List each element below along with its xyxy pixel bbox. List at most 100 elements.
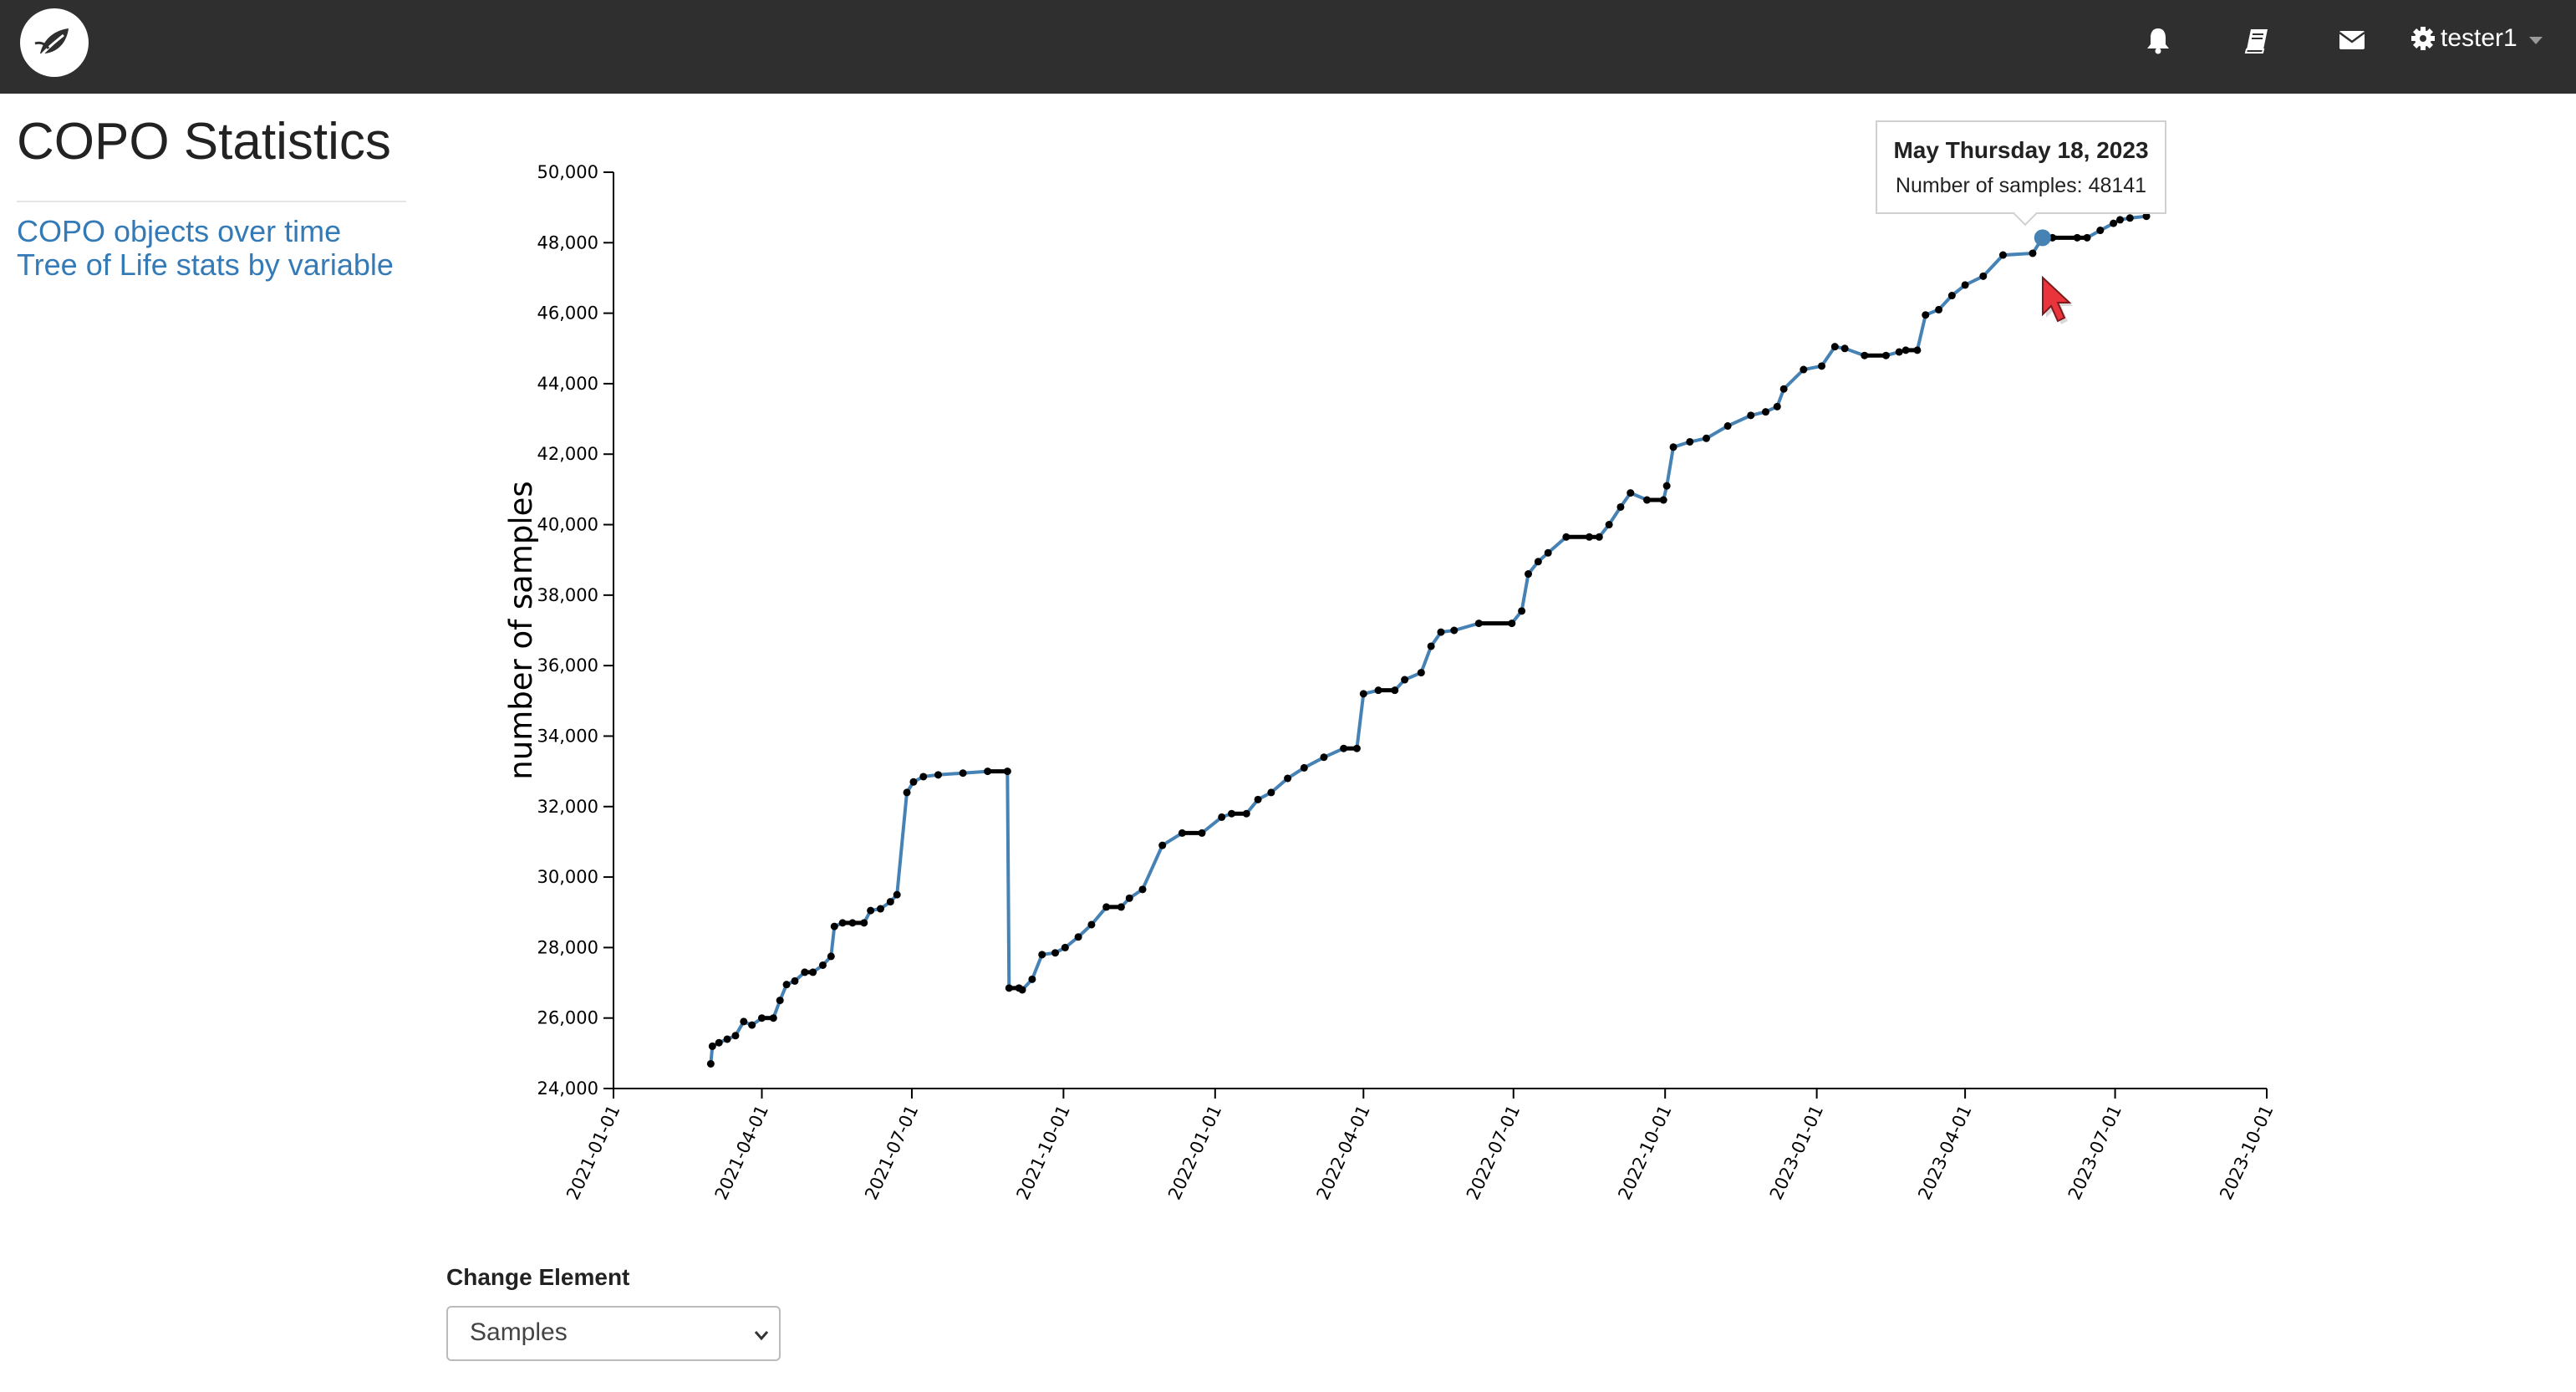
data-point bbox=[1881, 351, 1890, 359]
leaf-logo-icon[interactable] bbox=[20, 8, 89, 77]
data-point bbox=[2029, 249, 2037, 257]
y-tick-label: 34,000 bbox=[537, 726, 598, 746]
y-tick-label: 38,000 bbox=[537, 585, 598, 605]
data-point bbox=[1773, 402, 1781, 410]
data-point bbox=[715, 1038, 723, 1047]
x-tick-label: 2021-04-01 bbox=[711, 1102, 772, 1203]
y-tick-label: 50,000 bbox=[537, 162, 598, 182]
data-point bbox=[748, 1021, 756, 1029]
data-point bbox=[903, 788, 911, 797]
data-point bbox=[1659, 496, 1667, 504]
tooltip-date: May Thursday 18, 2023 bbox=[1893, 137, 2149, 163]
x-tick-label: 2021-01-01 bbox=[563, 1102, 624, 1203]
change-element-label: Change Element bbox=[446, 1264, 630, 1290]
data-point bbox=[1340, 744, 1348, 752]
data-point bbox=[1125, 894, 1133, 902]
user-menu[interactable]: tester1 bbox=[2411, 20, 2543, 57]
data-point bbox=[1267, 788, 1275, 797]
data-point bbox=[1913, 346, 1922, 354]
data-point bbox=[1605, 521, 1613, 529]
data-point bbox=[1627, 489, 1635, 497]
data-point bbox=[827, 952, 835, 961]
data-point bbox=[1074, 933, 1082, 941]
y-axis-label: number of samples bbox=[503, 481, 539, 779]
data-point bbox=[1818, 362, 1826, 370]
data-point bbox=[1669, 443, 1677, 451]
data-point bbox=[860, 919, 868, 927]
data-point bbox=[1391, 686, 1399, 695]
data-point bbox=[1779, 385, 1788, 393]
data-point bbox=[1158, 841, 1167, 849]
top-navbar: tester1 bbox=[0, 0, 2576, 94]
data-point bbox=[1018, 986, 1026, 994]
data-point bbox=[919, 772, 928, 781]
x-tick-label: 2022-04-01 bbox=[1312, 1102, 1373, 1203]
data-point bbox=[1544, 548, 1552, 557]
y-tick-label: 46,000 bbox=[537, 303, 598, 324]
data-point bbox=[1761, 408, 1769, 416]
data-point bbox=[2115, 216, 2124, 224]
data-point bbox=[801, 968, 809, 976]
data-point bbox=[1702, 434, 1710, 442]
x-tick-label: 2023-07-01 bbox=[2064, 1102, 2125, 1203]
data-point bbox=[791, 976, 799, 985]
y-tick-label: 24,000 bbox=[537, 1078, 598, 1099]
data-point bbox=[1102, 903, 1111, 911]
data-point bbox=[1218, 813, 1226, 821]
data-point bbox=[1723, 422, 1732, 431]
data-point bbox=[1427, 642, 1435, 650]
data-point bbox=[1178, 829, 1186, 837]
data-point bbox=[706, 1059, 715, 1068]
data-point bbox=[876, 905, 884, 913]
data-point bbox=[1895, 348, 1903, 356]
data-point bbox=[1525, 570, 1533, 579]
data-point bbox=[1051, 949, 1060, 957]
data-point bbox=[782, 981, 791, 989]
x-tick-label: 2022-01-01 bbox=[1164, 1102, 1225, 1203]
x-tick-label: 2021-07-01 bbox=[861, 1102, 922, 1203]
y-tick-label: 28,000 bbox=[537, 937, 598, 957]
data-point bbox=[1450, 626, 1459, 635]
data-point bbox=[1003, 767, 1011, 776]
x-tick-label: 2023-01-01 bbox=[1766, 1102, 1827, 1203]
data-point bbox=[1359, 690, 1367, 698]
data-point bbox=[867, 906, 875, 915]
data-point bbox=[1117, 903, 1125, 911]
series-line bbox=[709, 214, 2147, 1064]
chevron-down-icon bbox=[754, 1331, 769, 1341]
data-point bbox=[1961, 281, 1969, 289]
data-point bbox=[1830, 343, 1839, 351]
data-point bbox=[1437, 628, 1445, 636]
book-icon[interactable] bbox=[2240, 23, 2273, 57]
data-point bbox=[1662, 482, 1671, 490]
y-tick-label: 44,000 bbox=[537, 374, 598, 394]
bell-icon[interactable] bbox=[2141, 23, 2175, 57]
data-point bbox=[1474, 620, 1483, 628]
data-point bbox=[740, 1017, 748, 1026]
data-point bbox=[1352, 744, 1361, 752]
envelope-icon[interactable] bbox=[2335, 23, 2369, 57]
data-point bbox=[1840, 344, 1849, 353]
leaf-logo-graphic bbox=[34, 28, 69, 59]
data-point bbox=[1562, 533, 1571, 541]
element-select-value: Samples bbox=[470, 1318, 568, 1346]
data-point bbox=[1401, 676, 1409, 684]
y-tick-label: 36,000 bbox=[537, 655, 598, 676]
data-point bbox=[886, 898, 894, 906]
data-point bbox=[984, 767, 992, 776]
data-point bbox=[757, 1014, 766, 1022]
data-point bbox=[1242, 809, 1250, 818]
element-select[interactable]: Samples bbox=[446, 1306, 781, 1361]
data-point bbox=[2096, 227, 2105, 235]
data-point bbox=[1028, 975, 1036, 983]
data-point bbox=[708, 1042, 716, 1050]
divider bbox=[17, 201, 406, 202]
link-tree-of-life-stats[interactable]: Tree of Life stats by variable bbox=[17, 247, 394, 282]
username-label: tester1 bbox=[2441, 24, 2517, 52]
data-point bbox=[2142, 212, 2151, 221]
data-point bbox=[2073, 233, 2081, 242]
x-tick-label: 2022-07-01 bbox=[1463, 1102, 1524, 1203]
data-point bbox=[2125, 214, 2134, 222]
link-copo-objects-over-time[interactable]: COPO objects over time bbox=[17, 214, 342, 248]
